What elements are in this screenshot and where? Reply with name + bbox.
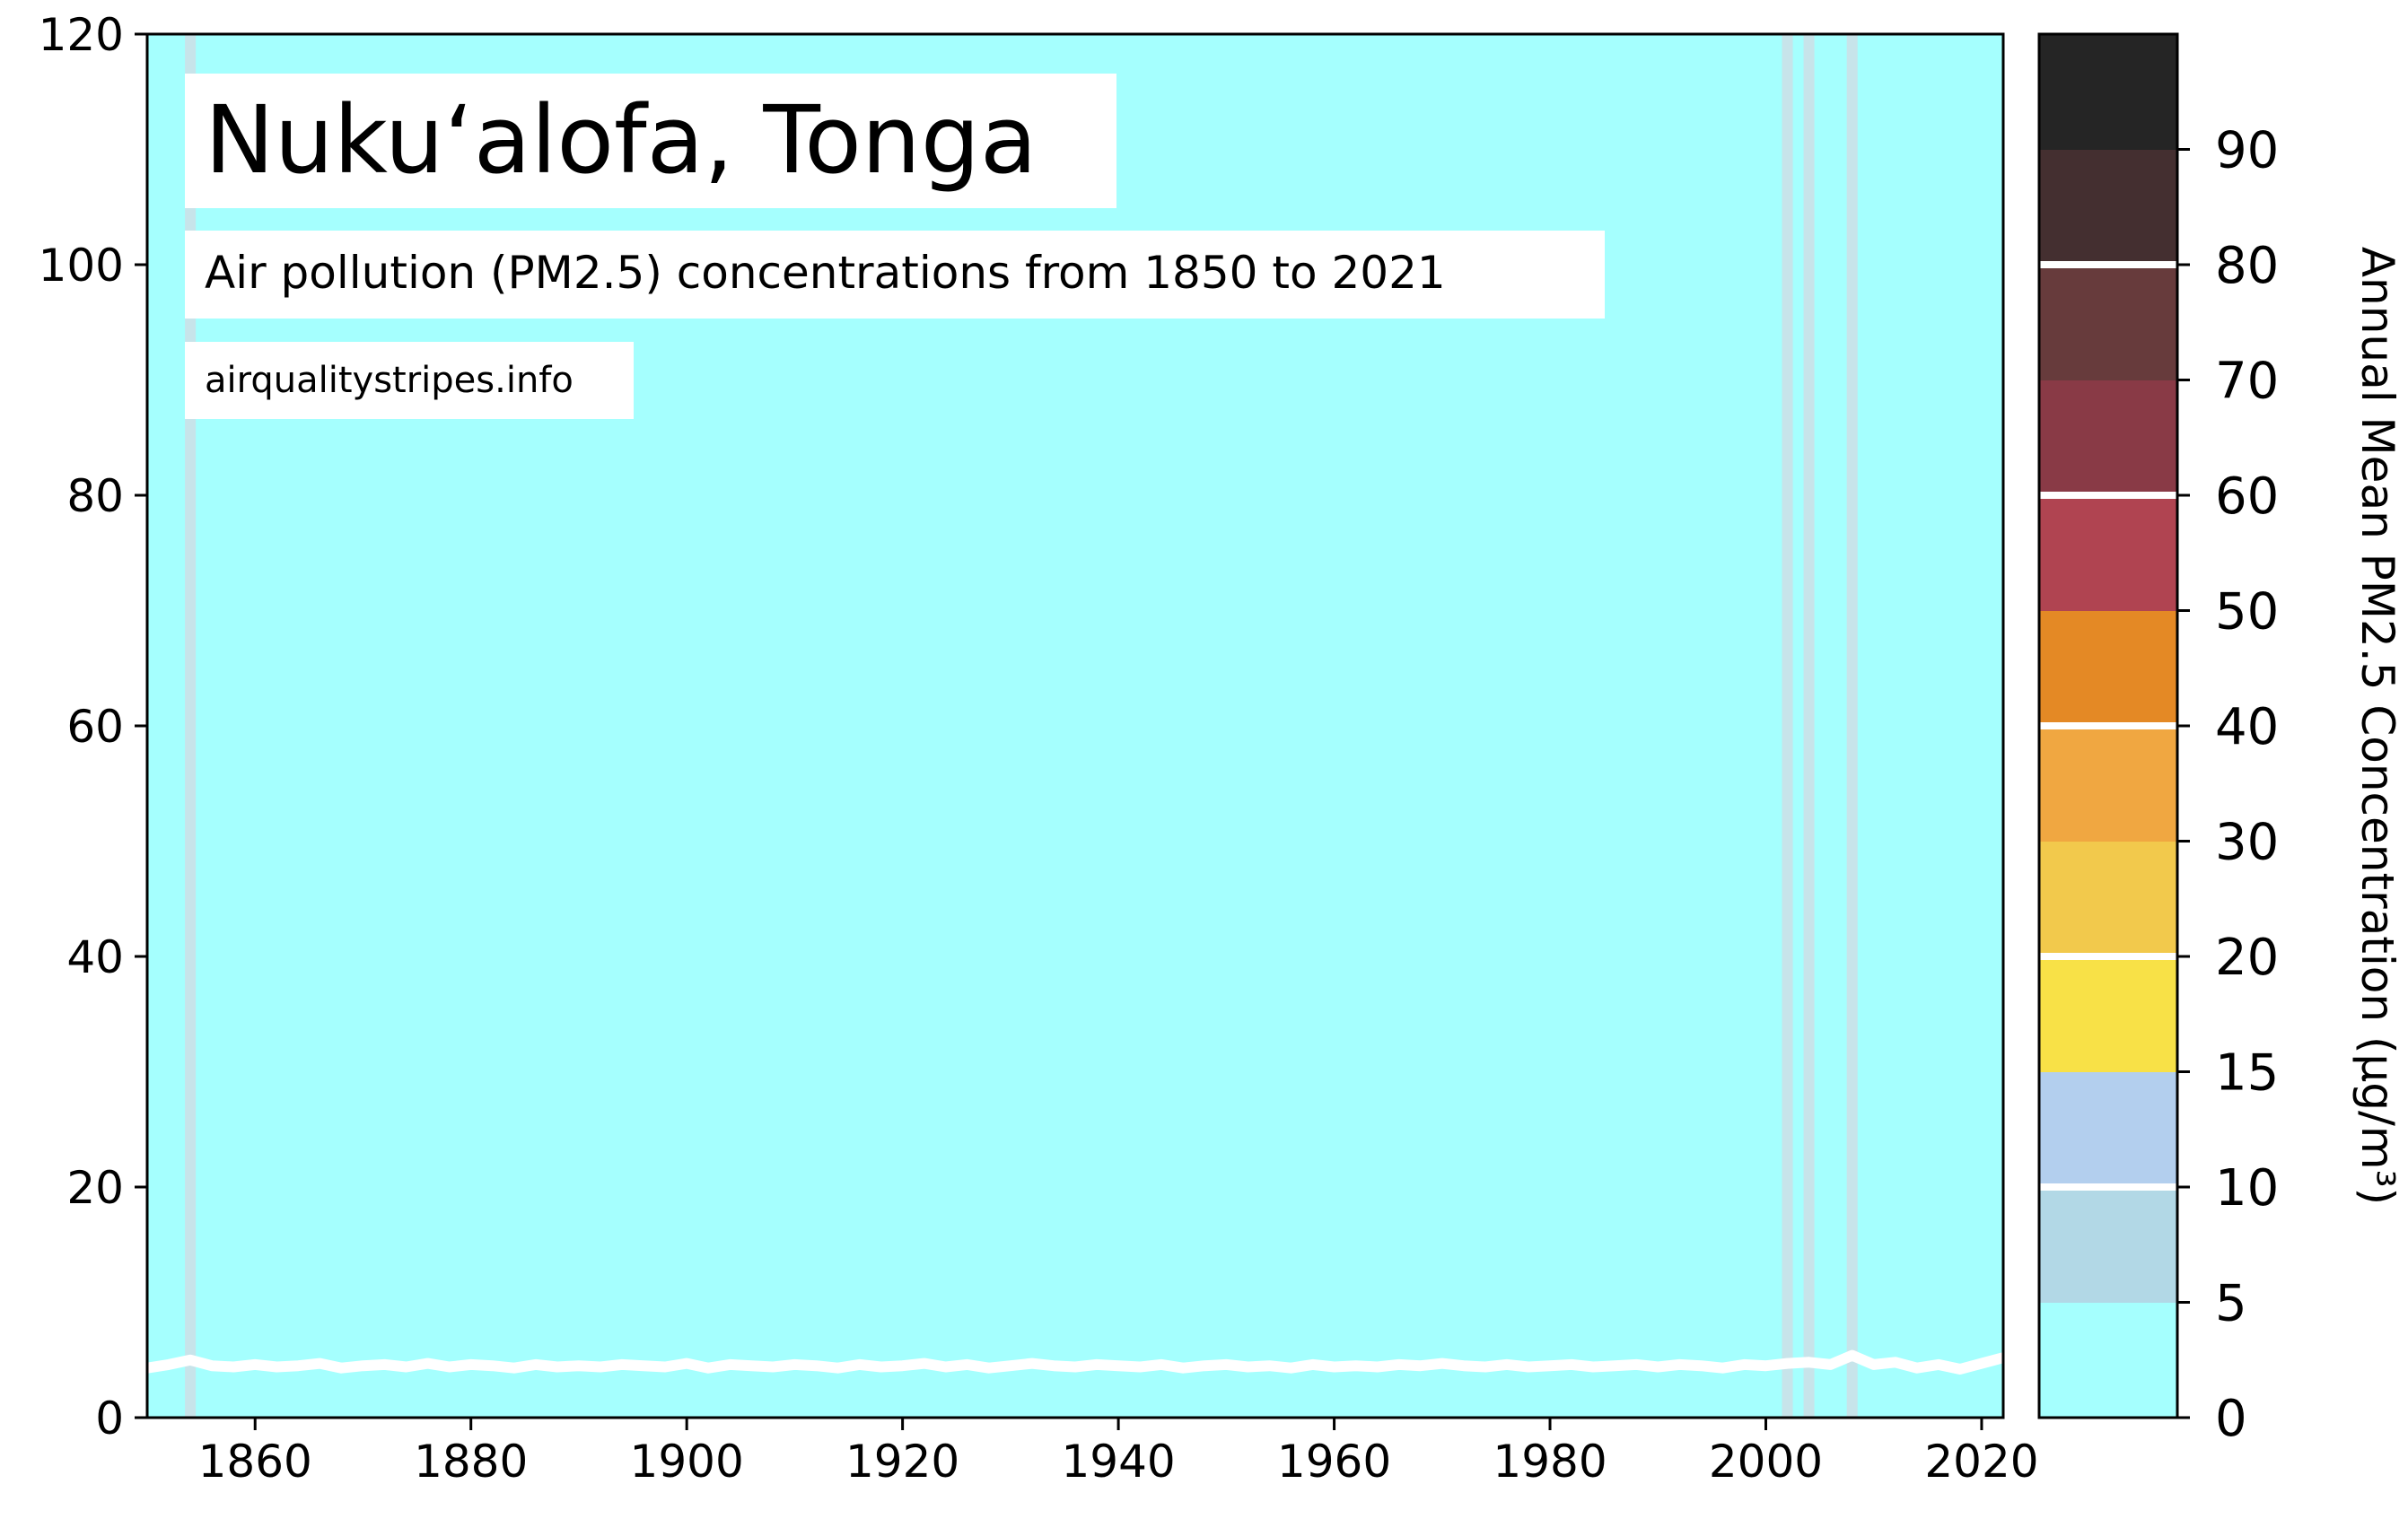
y-tick-label: 120 [39,9,124,61]
highlight-stripe-3 [1846,34,1858,1418]
colorbar-bin-10 [2039,149,2177,266]
colorbar-bin-11 [2039,34,2177,150]
colorbar-label: Annual Mean PM2.5 Concentration (μg/m³) [2351,247,2404,1205]
colorbar-bin-0 [2039,1302,2177,1419]
x-tick-label: 2000 [1709,1436,1823,1488]
x-tick-label: 1960 [1277,1436,1391,1488]
colorbar-tick-label: 10 [2215,1159,2279,1218]
colorbar [2039,34,2177,1419]
x-tick-label: 1920 [845,1436,959,1488]
title-box [185,74,1116,208]
colorbar-tick-label: 80 [2215,237,2279,295]
series-line-0 [147,1349,2003,1375]
highlight-stripe-1 [1782,34,1793,1418]
colorbar-tick-label: 20 [2215,929,2279,987]
colorbar-tick-label: 30 [2215,814,2279,872]
colorbar-bin-2 [2039,1071,2177,1188]
y-tick-label: 40 [66,931,124,983]
y-axis: 0 20 40 60 80 100 120 [39,9,147,1445]
colorbar-ticks: 0 5 10 15 20 30 40 50 60 70 80 90 [2177,122,2279,1448]
x-axis: 1860 1880 1900 1920 1940 1960 1980 2000 2020 [198,1418,2039,1488]
x-tick-label: 1860 [198,1436,312,1488]
chart-subtitle: Air pollution (PM2.5) concentrations fro… [205,247,1446,299]
subtitle-box [185,231,1605,319]
y-tick-label: 20 [66,1162,124,1214]
colorbar-tick-label: 40 [2215,698,2279,756]
series-layer [147,1349,2003,1375]
y-tick-label: 60 [66,701,124,753]
y-tick-label: 0 [95,1392,124,1445]
highlight-stripes [185,34,1858,1418]
source-box [185,342,634,419]
y-tick-label: 80 [66,470,124,522]
colorbar-tick-label: 70 [2215,353,2279,411]
colorbar-tick-label: 90 [2215,122,2279,180]
colorbar-bin-5 [2039,726,2177,842]
colorbar-bin-9 [2039,265,2177,380]
x-tick-label: 1900 [630,1436,744,1488]
y-tick-label: 100 [39,240,124,292]
colorbar-bin-8 [2039,380,2177,496]
x-tick-label: 2020 [1924,1436,2038,1488]
colorbar-tick-label: 5 [2215,1275,2247,1333]
colorbar-bin-1 [2039,1187,2177,1303]
colorbar-bin-3 [2039,956,2177,1072]
x-tick-label: 1880 [414,1436,528,1488]
colorbar-tick-label: 15 [2215,1044,2279,1103]
chart-source: airqualitystripes.info [205,360,574,401]
colorbar-tick-label: 60 [2215,467,2279,526]
colorbar-tick-label: 50 [2215,583,2279,642]
colorbar-bin-6 [2039,610,2177,727]
colorbar-tick-label: 0 [2215,1390,2247,1448]
x-tick-label: 1980 [1493,1436,1607,1488]
x-tick-label: 1940 [1061,1436,1175,1488]
chart-title: Nuku‘alofa, Tonga [205,85,1038,195]
colorbar-bin-4 [2039,841,2177,957]
plot-frame [145,32,2005,1419]
highlight-stripe-2 [1803,34,1815,1418]
colorbar-bin-7 [2039,495,2177,611]
